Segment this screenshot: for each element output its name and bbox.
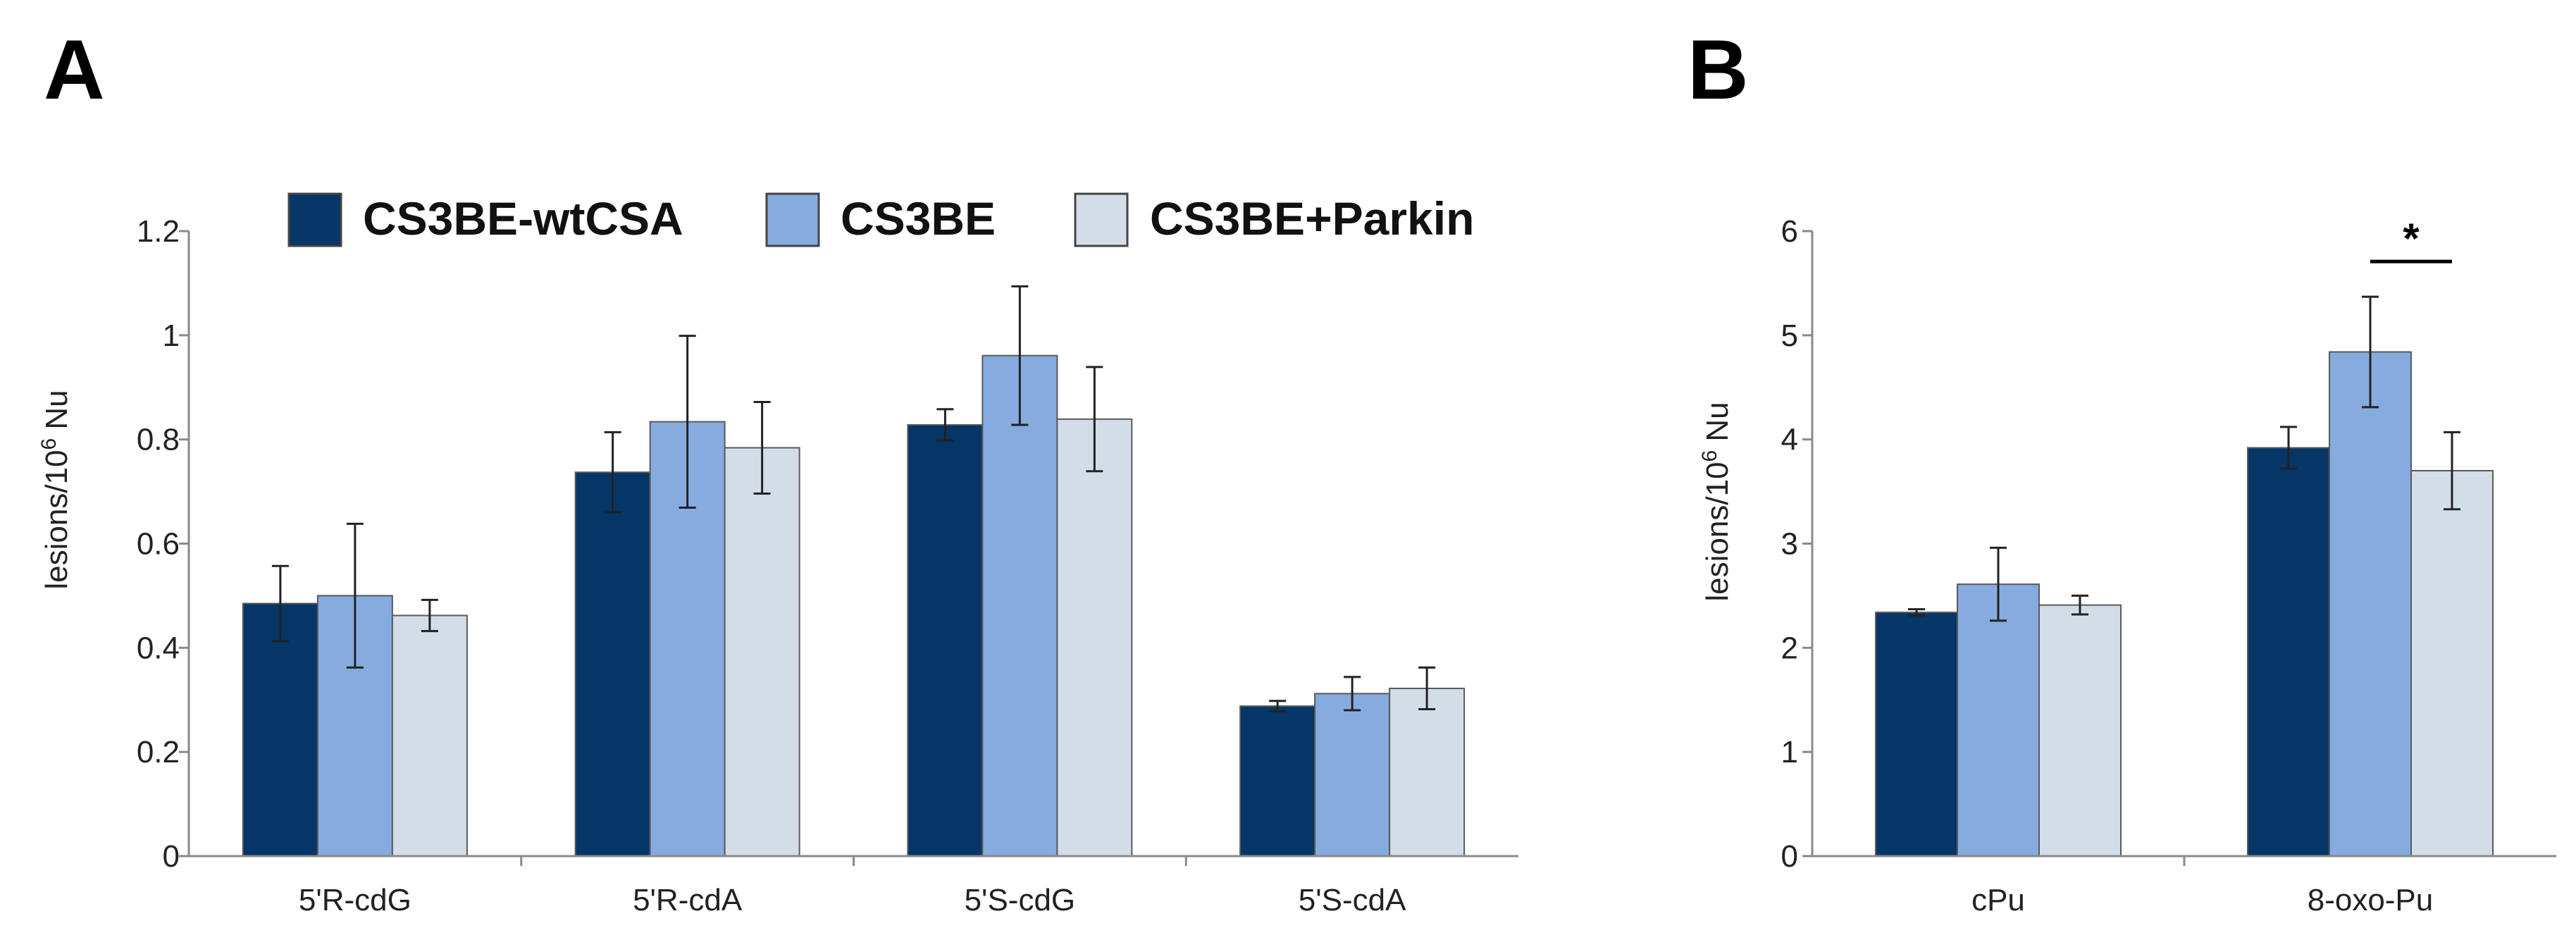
y-ticks-b: 0 1 2 3 4 5 6 bbox=[1781, 214, 1812, 874]
y-axis-title-b-tail: Nu bbox=[1700, 402, 1735, 450]
error-bar-cs3be-parkin-cpu bbox=[2072, 594, 2088, 616]
bars-a bbox=[242, 354, 1466, 858]
category-label-8-oxo-pu: 8-oxo-Pu bbox=[2308, 883, 2434, 917]
error-bar-cs3be-wtcsa-5-s-cda bbox=[1269, 700, 1287, 713]
y-axis-title-a: lesions/106 Nu bbox=[37, 390, 74, 589]
category-label-5-s-cda: 5'S-cdA bbox=[1299, 883, 1406, 917]
category-label-5-s-cdg: 5'S-cdG bbox=[965, 883, 1076, 917]
error-bar-cs3be-8-oxo-pu bbox=[2362, 295, 2379, 409]
category-label-5-r-cdg: 5'R-cdG bbox=[299, 883, 411, 917]
legend: CS3BE-wtCSA CS3BE CS3BE+Parkin bbox=[287, 192, 1474, 247]
y-tick-label: 0.2 bbox=[137, 735, 180, 769]
significance-annotation: * bbox=[2370, 215, 2452, 264]
error-bars-b bbox=[1908, 295, 2460, 622]
bar-cs3be-wtcsa-5-r-cda bbox=[574, 471, 651, 857]
error-bar-cs3be-parkin-5-s-cdg bbox=[1086, 366, 1103, 473]
legend-label-parkin: CS3BE+Parkin bbox=[1150, 192, 1474, 245]
bar-cs3be-parkin-8-oxo-pu bbox=[2410, 470, 2494, 857]
y-tick-label: 2 bbox=[1781, 631, 1798, 665]
error-bar-cs3be-wtcsa-8-oxo-pu bbox=[2280, 426, 2297, 470]
legend-label-cs3be: CS3BE bbox=[841, 192, 996, 245]
error-bar-cs3be-5-r-cda bbox=[679, 335, 696, 509]
error-bar-cs3be-cpu bbox=[1990, 546, 2007, 622]
error-bar-cs3be-parkin-8-oxo-pu bbox=[2444, 431, 2460, 511]
error-bar-cs3be-parkin-5-r-cdg bbox=[421, 598, 438, 633]
y-tick-label: 3 bbox=[1781, 527, 1798, 562]
category-label-5-r-cda: 5'R-cdA bbox=[633, 883, 743, 917]
significance-star: * bbox=[2403, 215, 2420, 262]
legend-swatch-cs3be bbox=[765, 192, 820, 247]
y-axis-title-b: lesions/106 Nu bbox=[1698, 402, 1735, 601]
bar-cs3be-5-s-cda bbox=[1314, 693, 1391, 857]
error-bars-a bbox=[271, 285, 1436, 713]
error-bar-cs3be-wtcsa-5-r-cda bbox=[604, 431, 621, 514]
error-bar-cs3be-5-s-cdg bbox=[1011, 285, 1029, 426]
y-tick-label: 6 bbox=[1781, 214, 1798, 249]
y-tick-label: 0 bbox=[1781, 839, 1798, 874]
bar-cs3be-5-s-cdg bbox=[982, 354, 1058, 857]
category-label-cpu: cPu bbox=[1971, 883, 2025, 917]
error-bar-cs3be-wtcsa-5-s-cdg bbox=[936, 408, 954, 442]
error-bar-cs3be-5-r-cdg bbox=[346, 522, 364, 669]
y-tick-label: 5 bbox=[1781, 318, 1798, 353]
bar-cs3be-parkin-5-r-cda bbox=[724, 447, 800, 857]
y-ticks-a: 0 0.2 0.4 0.6 0.8 1 1.2 bbox=[137, 214, 189, 874]
error-bar-cs3be-parkin-5-s-cda bbox=[1418, 666, 1436, 711]
bar-cs3be-parkin-5-s-cdg bbox=[1056, 418, 1133, 857]
bar-cs3be-wtcsa-cpu bbox=[1875, 612, 1958, 857]
error-bar-cs3be-wtcsa-5-r-cdg bbox=[271, 564, 289, 643]
y-tick-label: 4 bbox=[1781, 423, 1798, 457]
bar-cs3be-wtcsa-5-s-cda bbox=[1239, 705, 1316, 857]
y-tick-label: 1 bbox=[163, 318, 180, 353]
y-axis-title-b-sup: 6 bbox=[1698, 450, 1721, 462]
y-tick-label: 0.6 bbox=[137, 527, 180, 562]
error-bar-cs3be-5-s-cda bbox=[1344, 676, 1361, 712]
y-axis-title-a-main: lesions/10 bbox=[39, 450, 74, 590]
bar-cs3be-wtcsa-5-s-cdg bbox=[907, 423, 984, 857]
panel-label-a: A bbox=[44, 23, 105, 117]
y-axis-title-b-main: lesions/10 bbox=[1700, 462, 1735, 602]
y-tick-label: 1.2 bbox=[137, 214, 180, 249]
y-tick-label: 0 bbox=[163, 839, 180, 874]
y-axis-title-a-tail: Nu bbox=[39, 390, 74, 438]
legend-swatch-wtcsa bbox=[287, 192, 342, 247]
y-tick-label: 1 bbox=[1781, 735, 1798, 769]
legend-swatch-parkin bbox=[1074, 192, 1129, 247]
y-axis-title-a-sup: 6 bbox=[37, 438, 61, 450]
bars-b bbox=[1875, 351, 2494, 858]
error-bar-cs3be-parkin-5-r-cda bbox=[753, 400, 771, 495]
category-labels-b: cPu 8-oxo-Pu bbox=[1971, 856, 2433, 917]
error-bar-cs3be-wtcsa-cpu bbox=[1908, 608, 1925, 617]
category-labels-a: 5'R-cdG 5'R-cdA 5'S-cdG 5'S-cdA bbox=[299, 856, 1406, 917]
panel-a: A CS3BE-wtCSA CS3BE CS3BE+Parkin lesions… bbox=[37, 23, 1518, 917]
panel-label-b: B bbox=[1688, 23, 1749, 117]
bar-cs3be-cpu bbox=[1957, 583, 2040, 858]
bar-cs3be-parkin-5-r-cdg bbox=[391, 614, 468, 857]
bar-cs3be-wtcsa-8-oxo-pu bbox=[2247, 447, 2330, 857]
bar-cs3be-8-oxo-pu bbox=[2329, 351, 2412, 857]
y-tick-label: 0.4 bbox=[137, 631, 180, 665]
y-tick-label: 0.8 bbox=[137, 423, 180, 457]
bar-cs3be-parkin-5-s-cda bbox=[1389, 687, 1466, 858]
bar-cs3be-parkin-cpu bbox=[2038, 604, 2122, 857]
legend-label-wtcsa: CS3BE-wtCSA bbox=[363, 192, 683, 245]
